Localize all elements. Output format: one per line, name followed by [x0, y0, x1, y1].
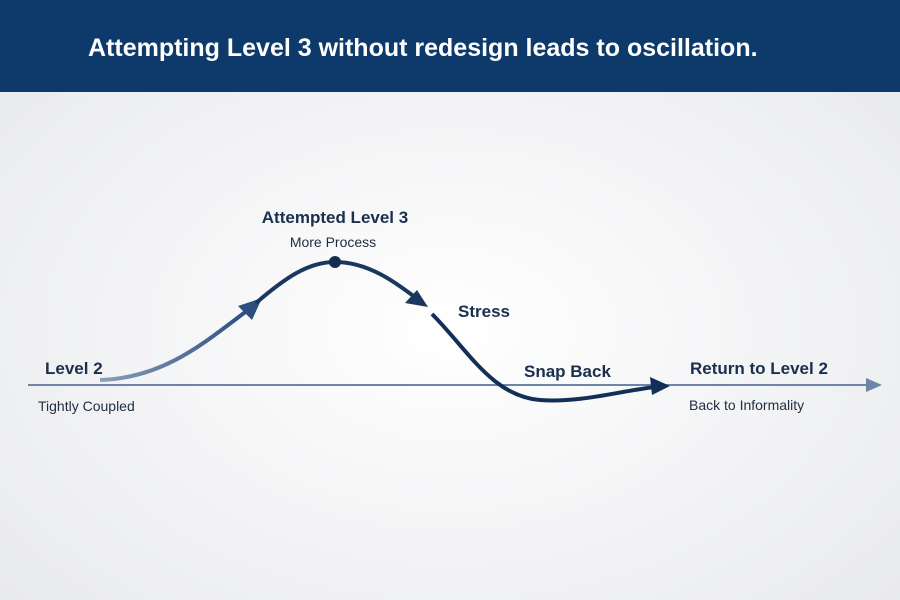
peak-dot: [329, 256, 341, 268]
node-label: Attempted Level 3: [262, 208, 408, 227]
snap-curve: [430, 312, 656, 403]
rise-arrow: [238, 298, 262, 320]
snap-arrow: [650, 377, 670, 395]
node-sublabel: Tightly Coupled: [38, 398, 135, 414]
rise-curve: [99, 308, 250, 382]
stress-arrow: [405, 290, 428, 307]
node-label: Return to Level 2: [690, 359, 828, 378]
baseline-arrow: [866, 378, 882, 392]
node-label: Snap Back: [524, 362, 611, 381]
header-bar: [0, 0, 900, 92]
header-title: Attempting Level 3 without redesign lead…: [88, 34, 758, 62]
node-label: Stress: [458, 302, 510, 321]
node-sublabel: Back to Informality: [689, 397, 804, 413]
node-label: Level 2: [45, 359, 103, 378]
node-sublabel: More Process: [290, 234, 376, 250]
